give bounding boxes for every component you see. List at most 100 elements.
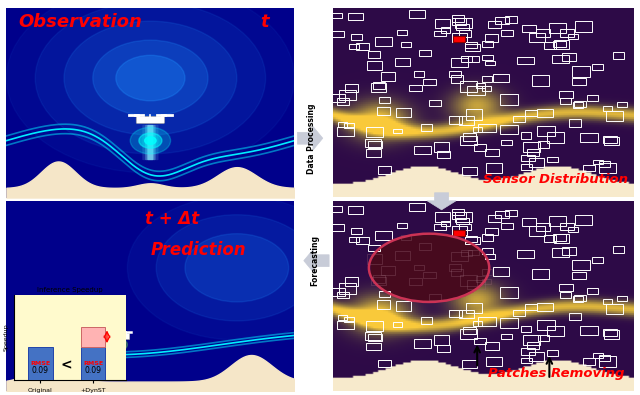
Bar <box>522 218 536 226</box>
Bar <box>423 79 436 85</box>
Bar <box>544 42 556 49</box>
Bar <box>513 117 525 122</box>
Bar <box>569 119 581 127</box>
Bar <box>501 140 511 145</box>
Bar <box>482 269 492 275</box>
Bar <box>351 34 362 40</box>
Bar <box>468 250 479 255</box>
Bar <box>482 55 493 60</box>
Bar <box>505 16 517 23</box>
Bar <box>518 250 534 258</box>
Bar <box>449 71 461 77</box>
Bar <box>419 243 431 250</box>
FancyBboxPatch shape <box>136 117 164 123</box>
Bar <box>372 82 385 89</box>
Bar <box>536 29 550 37</box>
Bar <box>414 146 431 154</box>
Bar <box>435 19 451 28</box>
Bar <box>599 356 616 367</box>
Bar <box>554 40 568 49</box>
Bar <box>332 31 344 38</box>
Bar <box>572 260 590 271</box>
Bar <box>537 109 553 117</box>
Bar <box>452 209 464 215</box>
Bar <box>462 167 477 175</box>
Circle shape <box>6 0 294 173</box>
Bar <box>467 86 484 96</box>
Bar <box>393 322 402 327</box>
FancyArrow shape <box>428 193 456 210</box>
Bar <box>351 228 362 233</box>
Bar <box>338 315 348 320</box>
Bar <box>522 25 536 32</box>
Bar <box>369 141 382 148</box>
Bar <box>527 149 539 156</box>
Bar <box>337 321 354 329</box>
Bar <box>459 117 474 125</box>
Bar <box>456 218 468 224</box>
FancyArrow shape <box>298 126 323 150</box>
Bar <box>465 109 482 120</box>
Bar <box>500 318 518 327</box>
Bar <box>372 275 385 283</box>
Bar <box>435 212 451 222</box>
Bar <box>397 223 408 228</box>
Y-axis label: Speedup: Speedup <box>4 324 8 351</box>
Bar <box>356 43 369 51</box>
Bar <box>500 124 518 134</box>
Bar <box>562 53 576 61</box>
FancyBboxPatch shape <box>105 334 130 339</box>
Bar <box>349 237 359 242</box>
Bar <box>538 141 549 148</box>
Bar <box>421 317 432 324</box>
Bar <box>367 254 382 264</box>
Bar <box>419 50 431 56</box>
Bar <box>495 17 509 24</box>
Bar <box>436 151 450 158</box>
Bar <box>462 360 477 369</box>
Bar <box>599 163 616 173</box>
Text: 0.09: 0.09 <box>84 367 102 375</box>
Bar <box>459 30 471 36</box>
Bar <box>434 142 449 152</box>
Bar <box>529 352 544 361</box>
Bar <box>456 24 468 30</box>
FancyBboxPatch shape <box>145 125 156 160</box>
Bar <box>332 224 344 231</box>
Bar <box>349 43 359 49</box>
Bar <box>365 332 381 340</box>
Bar <box>378 166 391 174</box>
Bar <box>500 287 518 298</box>
Bar <box>460 136 477 145</box>
Bar <box>586 288 598 294</box>
Bar <box>28 347 52 380</box>
Bar <box>356 237 369 244</box>
Bar <box>569 313 581 320</box>
Bar <box>513 310 525 316</box>
Bar <box>604 330 619 339</box>
Bar <box>604 137 619 145</box>
Bar <box>618 295 627 301</box>
Bar <box>473 321 482 325</box>
Bar <box>414 265 424 270</box>
Bar <box>583 165 595 171</box>
Bar <box>484 34 498 42</box>
Bar <box>451 226 467 235</box>
Bar <box>451 58 468 67</box>
Text: Sensor Distribution: Sensor Distribution <box>483 173 628 186</box>
Bar <box>459 310 474 318</box>
Bar <box>330 13 342 19</box>
Bar <box>493 267 509 276</box>
Bar <box>478 317 495 326</box>
Bar <box>429 100 440 106</box>
Bar <box>371 83 386 92</box>
Bar <box>525 110 537 117</box>
Bar <box>452 212 465 219</box>
Bar <box>377 301 390 309</box>
Bar <box>337 128 354 136</box>
Bar <box>332 94 345 102</box>
Bar <box>461 56 472 62</box>
Bar <box>559 284 573 291</box>
Bar <box>434 224 446 230</box>
Circle shape <box>127 196 346 340</box>
